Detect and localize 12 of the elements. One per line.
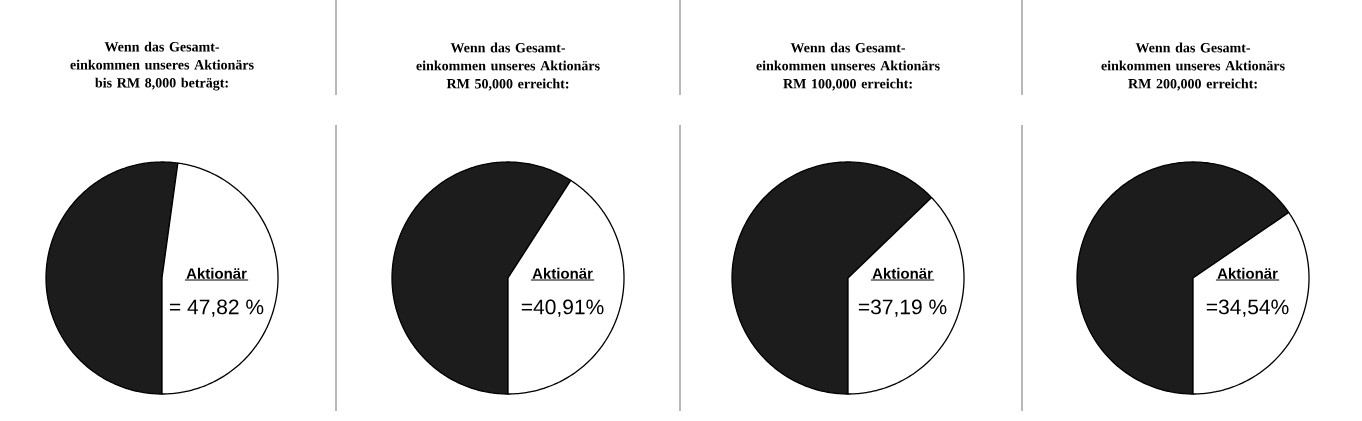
data-label: = 47,82 % (169, 299, 264, 317)
data-label: =37,19 % (858, 299, 947, 317)
slice-label: Aktionär (532, 267, 593, 279)
chart-title: Wenn das Gesamt-einkommen unseres Aktionärs bis RM 8,000 beträgt: (70, 41, 254, 91)
slice-label: Aktionär (1217, 267, 1278, 279)
slice-label: Aktionär (186, 267, 247, 279)
data-label: =34,54% (1206, 299, 1289, 317)
chart-title: Wenn das Gesamt-einkommen unseres Aktionärs RM 200,000 erreicht: (1101, 42, 1285, 91)
data-label: =40,91% (521, 299, 604, 317)
chart-title: Wenn das Gesamt-einkommen unseres Aktionärs RM 100,000 erreicht: (756, 42, 940, 91)
chart-title: Wenn das Gesamt-einkommen unseres Aktionärs RM 50,000 erreicht: (416, 42, 600, 91)
slice-label: Aktionär (872, 267, 933, 279)
